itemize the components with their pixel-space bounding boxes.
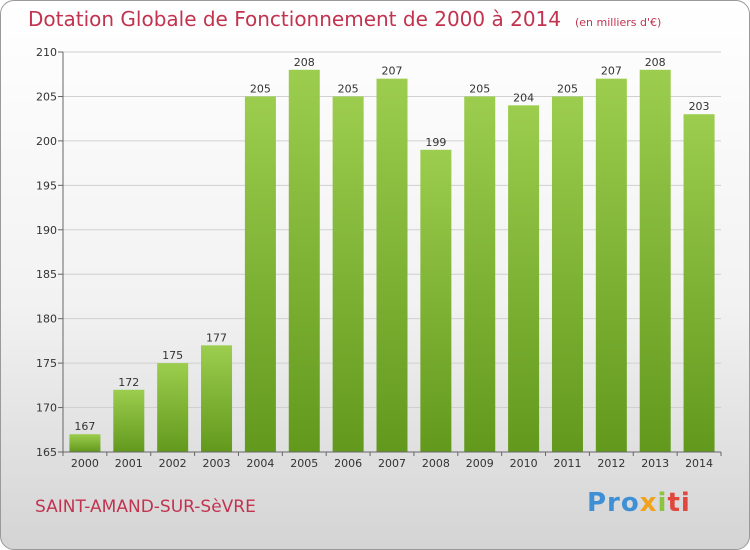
x-tick-label: 2011 [553, 457, 581, 470]
y-tick-label: 210 [36, 46, 57, 59]
data-label: 167 [74, 420, 95, 433]
data-label: 207 [382, 65, 403, 78]
logo-part-ti: ti [667, 488, 691, 518]
x-tick-label: 2009 [466, 457, 494, 470]
y-tick-label: 185 [36, 268, 57, 281]
y-tick-label: 175 [36, 357, 57, 370]
proxiti-logo[interactable]: Proxiti [587, 488, 691, 518]
y-tick-label: 170 [36, 402, 57, 415]
y-axis-ticks: 165 170 175 180 185 190 195 200 205 210 [36, 46, 63, 459]
data-label: 204 [513, 91, 534, 104]
bar [595, 78, 627, 453]
x-tick-label: 2013 [641, 457, 669, 470]
logo-part-pro: Pro [587, 488, 640, 518]
logo-part-i: i [657, 488, 668, 518]
data-label: 205 [250, 82, 271, 95]
y-tick-label: 205 [36, 90, 57, 103]
y-tick-label: 165 [36, 446, 57, 459]
bar [464, 96, 496, 452]
bar [244, 96, 276, 452]
location-name: SAINT-AMAND-SUR-SèVRE [35, 497, 256, 517]
data-labels: 167 172 175 177 205 208 205 207 199 205 204 205 207 2… [74, 56, 709, 433]
x-tick-label: 2000 [71, 457, 99, 470]
bar [332, 96, 364, 452]
bar [113, 389, 145, 452]
bar [420, 149, 452, 452]
x-tick-label: 2014 [685, 457, 713, 470]
x-tick-label: 2006 [334, 457, 362, 470]
data-label: 207 [601, 65, 622, 78]
data-label: 205 [469, 82, 490, 95]
x-tick-label: 2010 [510, 457, 538, 470]
bar [508, 105, 540, 452]
x-axis-ticks: 2000 2001 2002 2003 2004 2005 2006 2007 2008 2009… [62, 452, 722, 470]
bar [683, 114, 715, 452]
bar [288, 69, 320, 453]
logo-part-x: x [639, 488, 658, 518]
data-label: 205 [557, 82, 578, 95]
bar [69, 434, 101, 452]
data-label: 205 [338, 82, 359, 95]
data-label: 175 [162, 349, 183, 362]
chart-title: Dotation Globale de Fonctionnement de 20… [28, 7, 662, 31]
x-tick-label: 2002 [159, 457, 187, 470]
x-tick-label: 2008 [422, 457, 450, 470]
x-tick-label: 2003 [203, 457, 231, 470]
data-label: 172 [118, 376, 139, 389]
bar [157, 363, 189, 452]
unit-label: (en milliers d'€) [575, 16, 662, 29]
x-tick-label: 2012 [597, 457, 625, 470]
data-label: 177 [206, 331, 227, 344]
bar [376, 78, 408, 453]
y-tick-label: 200 [36, 135, 57, 148]
y-tick-label: 190 [36, 224, 57, 237]
bar [639, 69, 671, 453]
x-tick-label: 2004 [246, 457, 274, 470]
y-tick-label: 195 [36, 179, 57, 192]
data-label: 208 [294, 56, 315, 69]
data-label: 203 [689, 100, 710, 113]
x-tick-label: 2001 [115, 457, 143, 470]
bar [551, 96, 583, 452]
x-tick-label: 2005 [290, 457, 318, 470]
data-label: 199 [425, 136, 446, 149]
x-tick-label: 2007 [378, 457, 406, 470]
data-label: 208 [645, 56, 666, 69]
bar [201, 345, 233, 452]
bars [69, 69, 715, 453]
y-tick-label: 180 [36, 313, 57, 326]
